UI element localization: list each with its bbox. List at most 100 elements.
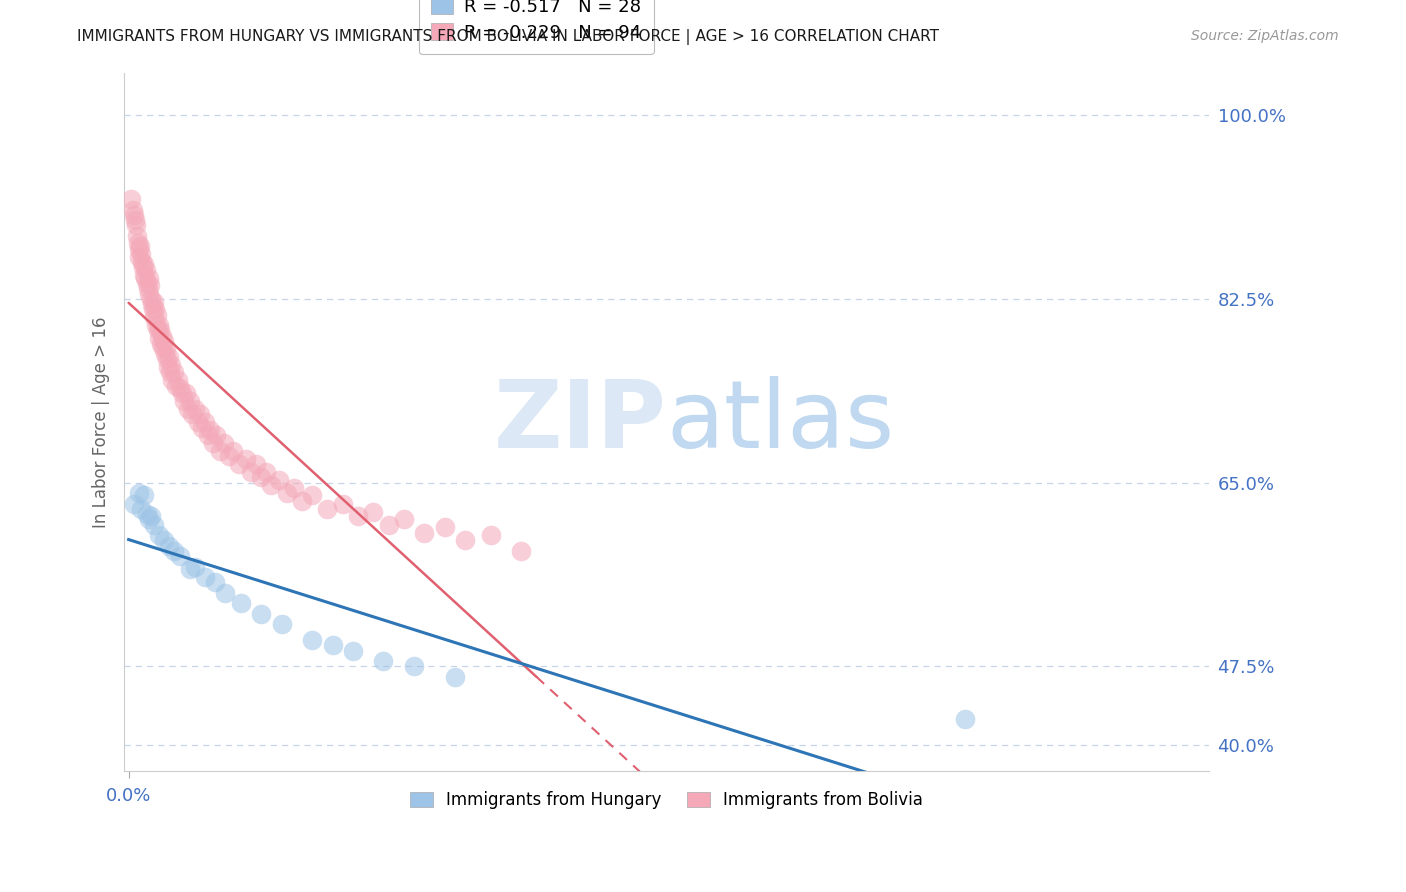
Point bbox=[129, 246, 152, 260]
Point bbox=[276, 486, 298, 500]
Point bbox=[148, 318, 170, 332]
Point bbox=[169, 549, 191, 563]
Point bbox=[209, 444, 232, 458]
Point bbox=[194, 570, 217, 584]
Point bbox=[260, 477, 283, 491]
Point bbox=[157, 350, 180, 364]
Point bbox=[143, 302, 166, 317]
Point bbox=[125, 219, 148, 233]
Point bbox=[145, 318, 167, 332]
Point bbox=[148, 528, 170, 542]
Point bbox=[132, 257, 155, 271]
Point bbox=[121, 202, 143, 217]
Point bbox=[321, 638, 343, 652]
Point bbox=[454, 533, 477, 548]
Point bbox=[301, 488, 323, 502]
Point bbox=[125, 228, 148, 243]
Point bbox=[128, 243, 150, 257]
Point bbox=[250, 470, 273, 484]
Point bbox=[347, 509, 370, 524]
Point bbox=[169, 381, 191, 395]
Point bbox=[184, 402, 207, 417]
Point bbox=[413, 526, 436, 541]
Point bbox=[229, 596, 252, 610]
Point bbox=[187, 415, 209, 429]
Point bbox=[156, 351, 179, 366]
Point bbox=[149, 323, 172, 337]
Point bbox=[163, 544, 186, 558]
Point bbox=[120, 192, 142, 206]
Point bbox=[152, 341, 174, 355]
Point bbox=[269, 474, 291, 488]
Point bbox=[332, 497, 354, 511]
Text: IMMIGRANTS FROM HUNGARY VS IMMIGRANTS FROM BOLIVIA IN LABOR FORCE | AGE > 16 COR: IMMIGRANTS FROM HUNGARY VS IMMIGRANTS FR… bbox=[77, 29, 939, 45]
Point bbox=[135, 263, 157, 277]
Point bbox=[136, 507, 159, 521]
Point bbox=[235, 452, 257, 467]
Y-axis label: In Labor Force | Age > 16: In Labor Force | Age > 16 bbox=[93, 317, 110, 528]
Point bbox=[136, 281, 159, 295]
Point bbox=[402, 659, 425, 673]
Point bbox=[510, 544, 533, 558]
Point bbox=[128, 486, 150, 500]
Point bbox=[150, 328, 173, 343]
Point bbox=[131, 255, 153, 269]
Point bbox=[163, 365, 186, 379]
Point bbox=[124, 213, 146, 227]
Point bbox=[132, 488, 155, 502]
Point bbox=[198, 423, 221, 437]
Point bbox=[239, 465, 262, 479]
Point bbox=[291, 494, 314, 508]
Point bbox=[245, 457, 267, 471]
Point bbox=[132, 260, 155, 275]
Point bbox=[166, 373, 188, 387]
Point bbox=[953, 712, 976, 726]
Point bbox=[136, 276, 159, 290]
Point bbox=[129, 501, 152, 516]
Point bbox=[148, 331, 170, 345]
Point bbox=[141, 297, 163, 311]
Point bbox=[155, 341, 177, 355]
Point bbox=[148, 323, 170, 337]
Point bbox=[392, 512, 415, 526]
Point bbox=[155, 347, 177, 361]
Point bbox=[214, 586, 236, 600]
Point bbox=[174, 386, 197, 401]
Point bbox=[132, 268, 155, 282]
Point bbox=[134, 270, 156, 285]
Point bbox=[283, 481, 305, 495]
Point bbox=[127, 236, 149, 251]
Point bbox=[179, 562, 201, 576]
Point bbox=[159, 365, 181, 379]
Point bbox=[143, 517, 166, 532]
Point bbox=[177, 402, 200, 417]
Point bbox=[170, 386, 193, 401]
Point bbox=[165, 379, 187, 393]
Point bbox=[150, 337, 173, 351]
Point bbox=[139, 509, 162, 524]
Point bbox=[377, 517, 399, 532]
Point bbox=[373, 654, 395, 668]
Legend: Immigrants from Hungary, Immigrants from Bolivia: Immigrants from Hungary, Immigrants from… bbox=[404, 784, 929, 815]
Point bbox=[316, 501, 339, 516]
Point bbox=[139, 278, 162, 293]
Point bbox=[254, 465, 277, 479]
Point bbox=[160, 358, 183, 372]
Point bbox=[157, 359, 180, 374]
Point bbox=[138, 512, 160, 526]
Point bbox=[191, 421, 214, 435]
Point bbox=[153, 533, 176, 548]
Point bbox=[361, 505, 384, 519]
Point bbox=[139, 292, 162, 306]
Point bbox=[202, 435, 225, 450]
Point bbox=[214, 435, 236, 450]
Point bbox=[250, 607, 273, 621]
Point bbox=[146, 308, 169, 322]
Point bbox=[218, 450, 240, 464]
Point bbox=[179, 393, 201, 408]
Point bbox=[194, 415, 217, 429]
Point bbox=[205, 428, 228, 442]
Point bbox=[221, 444, 243, 458]
Point bbox=[301, 633, 323, 648]
Point bbox=[188, 407, 211, 421]
